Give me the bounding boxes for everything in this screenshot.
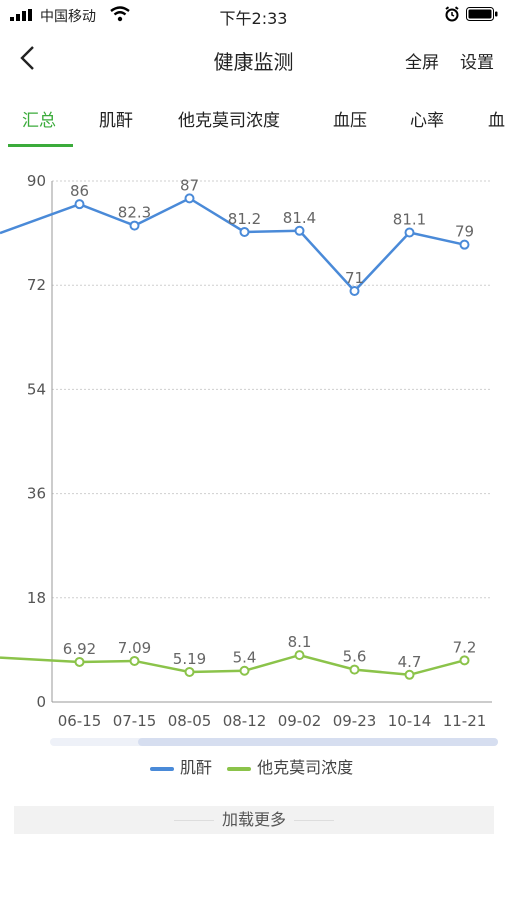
legend-swatch [150,766,174,771]
x-tick-label: 06-15 [58,712,102,730]
y-tick-label: 72 [27,276,46,294]
alarm-icon [445,6,459,22]
data-label: 81.4 [283,209,316,227]
legend-label: 他克莫司浓度 [257,758,354,777]
data-label: 4.7 [398,653,422,671]
data-point [239,226,250,237]
data-point [74,199,85,210]
data-label: 87 [180,176,199,194]
tab-tacrolimus[interactable]: 他克莫司浓度 [178,111,280,131]
line-chart: 0 18 36 54 72 90 06-15 07-15 08-05 08-12 09-02 09-2… [0,172,492,730]
data-label: 8.1 [288,633,312,651]
load-more-button[interactable]: 加载更多 [14,806,494,834]
x-tick-label: 07-15 [113,712,157,730]
x-tick-label: 10-14 [388,712,432,730]
data-point [129,655,140,666]
battery-icon [466,7,498,21]
data-point [404,669,415,680]
data-label: 81.2 [228,210,261,228]
y-tick-label: 54 [27,380,46,398]
tab-heart-rate[interactable]: 心率 [410,111,444,131]
data-point [459,655,470,666]
legend-item-creatinine[interactable]: 肌酐 [150,754,212,778]
data-label: 5.6 [343,648,367,666]
tab-bar: 汇总 肌酐 他克莫司浓度 血压 心率 血 [0,100,507,150]
tab-blood-pressure[interactable]: 血压 [333,111,367,131]
legend-swatch [227,766,252,771]
carrier-name: 中国移动 [40,9,96,25]
data-label: 71 [345,269,364,287]
nav-bar: 健康监测 全屏 设置 [0,36,507,80]
data-point [74,656,85,667]
x-tick-label: 11-21 [443,712,487,730]
tab-summary[interactable]: 汇总 [22,111,56,131]
x-tick-label: 08-12 [223,712,267,730]
data-point [294,225,305,236]
data-point [349,664,360,675]
back-icon[interactable] [18,44,38,72]
data-point [184,666,195,677]
y-tick-label: 18 [27,589,46,607]
tab-creatinine[interactable]: 肌酐 [99,111,133,131]
chart-scroll-thumb[interactable] [138,738,498,746]
fullscreen-button[interactable]: 全屏 [405,53,439,73]
data-point [129,220,140,231]
data-point [239,665,250,676]
legend-item-tacrolimus[interactable]: 他克莫司浓度 [227,754,353,778]
signal-icon [10,9,32,21]
status-bar: 中国移动 下午2:33 [0,0,507,30]
data-point [184,193,195,204]
data-label: 81.1 [393,211,426,229]
chart-legend: 肌酐 他克莫司浓度 [150,754,363,778]
data-label: 7.09 [118,639,151,657]
tab-blood-more[interactable]: 血 [488,111,505,131]
data-label: 6.92 [63,640,96,658]
x-tick-label: 09-02 [278,712,322,730]
x-tick-label: 09-23 [333,712,377,730]
settings-button[interactable]: 设置 [460,53,494,73]
data-label: 86 [70,182,89,200]
data-point [349,285,360,296]
data-label: 7.2 [453,638,477,656]
page-title: 健康监测 [213,50,294,74]
status-time: 下午2:33 [219,9,288,28]
x-tick-label: 08-05 [168,712,212,730]
data-point [459,239,470,250]
load-more-label: 加载更多 [221,810,286,829]
legend-label: 肌酐 [180,758,213,777]
active-tab-indicator [8,144,73,147]
data-label: 5.19 [173,650,206,668]
data-point [404,227,415,238]
y-tick-label: 90 [27,172,46,190]
y-tick-label: 0 [36,693,46,711]
y-tick-label: 36 [27,485,46,503]
data-label: 79 [455,223,474,241]
data-label: 5.4 [233,649,257,667]
wifi-icon [110,6,130,22]
data-point [294,650,305,661]
data-label: 82.3 [118,204,151,222]
